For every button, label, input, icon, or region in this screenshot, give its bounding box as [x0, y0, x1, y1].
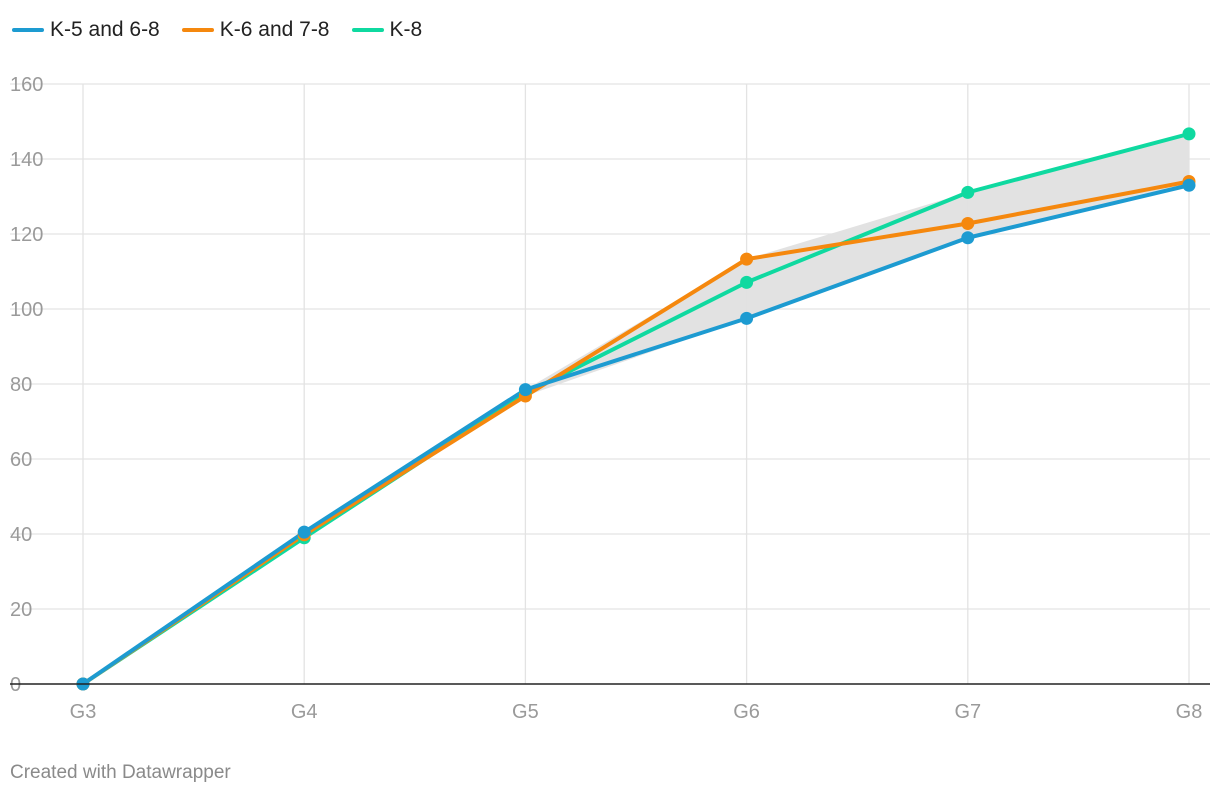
- x-tick-label: G4: [291, 701, 318, 723]
- x-tick-label: G8: [1176, 701, 1203, 723]
- x-tick-label: G6: [733, 701, 760, 723]
- y-tick-label: 40: [10, 524, 32, 546]
- y-tick-label: 160: [10, 74, 43, 96]
- y-tick-label: 0: [10, 674, 21, 696]
- legend-swatch-k8: [351, 28, 384, 32]
- legend-label-k8: K-8: [389, 18, 423, 41]
- chart-legend: K-5 and 6-8 K-6 and 7-8 K-8: [12, 16, 422, 44]
- x-tick-label: G5: [512, 701, 539, 723]
- y-tick-label: 20: [10, 599, 32, 621]
- data-point-series-0: [518, 383, 532, 397]
- legend-swatch-k6-and-7-8: [181, 28, 214, 32]
- series-layer: [76, 127, 1196, 691]
- data-point-series-0: [1182, 178, 1196, 192]
- range-band-layer: [83, 133, 1189, 684]
- y-tick-label: 120: [10, 224, 43, 246]
- series-line-2: [81, 131, 1191, 686]
- range-band: [83, 133, 1189, 684]
- x-tick-label: G3: [70, 701, 97, 723]
- x-tick-label: G7: [954, 701, 981, 723]
- data-point-series-1: [961, 217, 975, 230]
- y-tick-label: 60: [10, 449, 32, 471]
- y-tick-label: 140: [10, 149, 43, 171]
- legend-swatch-k5-and-6-8: [12, 28, 44, 32]
- legend-item-k6-and-7-8: K-6 and 7-8: [181, 18, 330, 42]
- data-point-series-0: [961, 231, 975, 245]
- data-point-series-1: [740, 252, 754, 266]
- legend-item-k5-and-6-8: K-5 and 6-8: [12, 18, 160, 42]
- y-tick-label: 100: [10, 299, 43, 321]
- legend-label-k5-and-6-8: K-5 and 6-8: [50, 18, 160, 41]
- y-tick-label: 80: [10, 374, 32, 396]
- series-line-0: [81, 183, 1191, 686]
- data-point-series-0: [740, 311, 754, 325]
- legend-label-k6-and-7-8: K-6 and 7-8: [219, 18, 330, 41]
- data-point-series-2: [961, 185, 975, 199]
- data-point-series-2: [740, 275, 754, 289]
- data-point-series-2: [1182, 127, 1196, 141]
- legend-item-k8: K-8: [351, 18, 423, 42]
- data-point-series-0: [297, 525, 311, 539]
- axis-layer: 0 20 40 60 80 100 120 140 160 G3 G4 G5 G6 G7 G8: [10, 74, 1210, 723]
- credit-text: Created with Datawrapper: [10, 762, 231, 783]
